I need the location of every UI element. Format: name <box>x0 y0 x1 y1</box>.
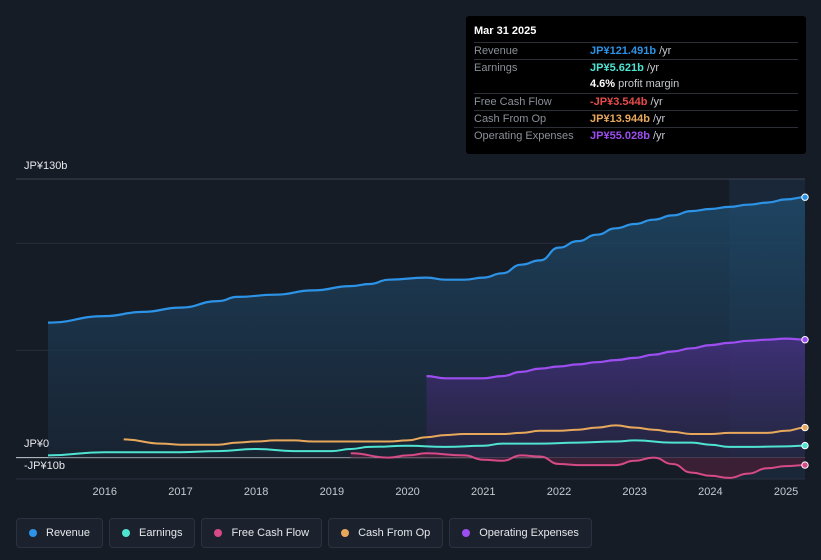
legend-item-operating-expenses[interactable]: Operating Expenses <box>449 518 592 548</box>
tooltip-value: JP¥13.944b <box>590 113 650 125</box>
legend-label: Operating Expenses <box>479 527 579 539</box>
x-tick-label: 2024 <box>698 486 722 498</box>
free-cash-flow-line <box>350 452 806 479</box>
x-tick-label: 2016 <box>93 486 117 498</box>
x-tick-label: 2019 <box>320 486 344 498</box>
legend-item-revenue[interactable]: Revenue <box>16 518 104 548</box>
operating-expenses-line <box>426 337 806 380</box>
operating-expenses-dot-icon <box>462 529 471 537</box>
y-axis-label-top: JP¥130b <box>24 160 68 172</box>
legend-label: Cash From Op <box>358 527 431 539</box>
legend-item-free-cash-flow[interactable]: Free Cash Flow <box>201 518 323 548</box>
earnings-end-marker <box>801 441 809 450</box>
revenue-dot-icon <box>29 529 37 537</box>
y-axis-label-zero: JP¥0 <box>24 438 50 450</box>
y-axis-label-bottom: -JP¥10b <box>24 460 65 472</box>
tooltip-label: Cash From Op <box>474 113 547 125</box>
cash-from-op-line <box>123 424 806 446</box>
tooltip-unit: /yr <box>659 45 672 57</box>
tooltip-date: Mar 31 2025 <box>474 25 537 37</box>
tooltip-label: Revenue <box>474 45 519 57</box>
tooltip-unit: /yr <box>652 130 666 142</box>
chart-canvas: 2016 2017 2018 2019 2020 2021 2022 2023 2024 2025 <box>16 178 809 498</box>
tooltip-unit: profit margin <box>618 78 680 90</box>
tooltip-value: JP¥55.028b <box>590 130 650 142</box>
x-tick-label: 2023 <box>622 486 646 498</box>
legend-item-cash-from-op[interactable]: Cash From Op <box>328 518 444 548</box>
x-tick-label: 2022 <box>547 486 571 498</box>
tooltip-row-earnings: Earnings JP¥5.621b /yr <box>474 59 798 76</box>
operating-expenses-end-marker <box>801 336 809 344</box>
tooltip-row-fcf: Free Cash Flow -JP¥3.544b /yr <box>474 93 798 110</box>
tooltip-unit: /yr <box>652 113 666 125</box>
free-cash-flow-end-marker <box>801 461 809 469</box>
legend-label: Free Cash Flow <box>231 527 310 539</box>
legend-label: Earnings <box>139 527 183 539</box>
earnings-dot-icon <box>122 529 131 537</box>
legend-label: Revenue <box>46 527 91 539</box>
tooltip-label: Earnings <box>474 62 518 74</box>
x-tick-label: 2021 <box>471 486 495 498</box>
legend: Revenue Earnings Free Cash Flow Cash Fro… <box>16 518 592 548</box>
tooltip-value: JP¥121.491b <box>590 45 657 57</box>
tooltip-unit: /yr <box>650 96 663 108</box>
tooltip: Mar 31 2025 Revenue JP¥121.491b /yr Earn… <box>466 16 806 154</box>
tooltip-row-opex: Operating Expenses JP¥55.028b /yr <box>474 127 798 144</box>
tooltip-unit: /yr <box>646 62 660 74</box>
tooltip-value: -JP¥3.544b <box>590 96 648 108</box>
free-cash-flow-dot-icon <box>214 529 223 537</box>
tooltip-row-cfo: Cash From Op JP¥13.944b /yr <box>474 110 798 127</box>
revenue-end-marker <box>801 193 809 201</box>
operating-expenses-area <box>426 338 805 458</box>
tooltip-label: Operating Expenses <box>474 130 574 142</box>
tooltip-row-revenue: Revenue JP¥121.491b /yr <box>474 42 798 59</box>
revenue-line <box>47 196 806 324</box>
earnings-line <box>47 439 806 457</box>
x-tick-label: 2018 <box>244 486 268 498</box>
x-tick-label: 2025 <box>774 486 798 498</box>
tooltip-value: 4.6% <box>590 78 616 90</box>
cash-from-op-dot-icon <box>341 529 350 537</box>
tooltip-label: Free Cash Flow <box>474 96 552 108</box>
tooltip-value: JP¥5.621b <box>590 62 644 74</box>
x-tick-label: 2017 <box>168 486 192 498</box>
tooltip-row-margin: 4.6% profit margin <box>474 76 798 93</box>
tooltip-label <box>474 76 590 93</box>
legend-item-earnings[interactable]: Earnings <box>109 518 196 548</box>
x-tick-label: 2020 <box>395 486 419 498</box>
cash-from-op-end-marker <box>801 423 809 432</box>
